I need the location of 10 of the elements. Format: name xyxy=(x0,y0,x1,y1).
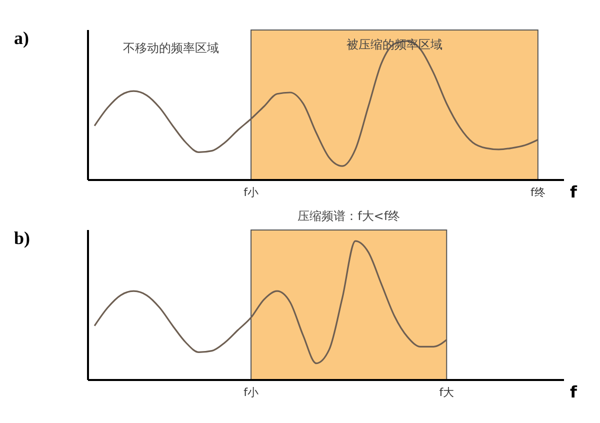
x-tick-label: f大 xyxy=(439,386,454,399)
x-tick-label: f终 xyxy=(530,186,546,199)
x-tick-label: f小 xyxy=(244,386,258,399)
band-label: 压缩频谱：f大<f终 xyxy=(298,209,400,223)
x-tick-label: f小 xyxy=(244,186,258,199)
x-axis-title: f xyxy=(570,382,578,402)
x-axis-title: f xyxy=(570,182,578,202)
chart-title: b) xyxy=(14,228,30,249)
chart-title: a) xyxy=(14,28,29,49)
annotation: 不移动的频率区域 xyxy=(123,40,219,57)
